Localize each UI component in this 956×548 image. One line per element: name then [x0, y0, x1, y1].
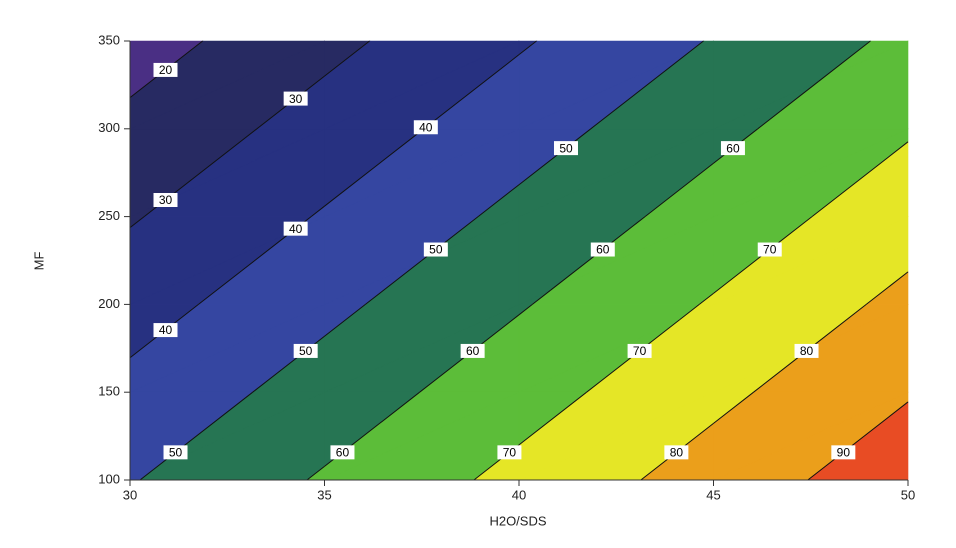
contour-line	[324, 128, 425, 207]
y-tick-label: 100	[98, 471, 120, 486]
contour-label: 60	[596, 243, 610, 257]
y-tick-label: 350	[98, 32, 120, 47]
contour-label: 70	[503, 446, 517, 460]
x-tick-label: 45	[706, 487, 720, 502]
contour-band	[518, 40, 705, 130]
label-bg	[794, 343, 819, 358]
label-bg	[413, 120, 438, 135]
contour-line	[679, 304, 700, 321]
contour-line	[699, 292, 714, 305]
label-bg	[831, 445, 856, 460]
contour-label: 40	[159, 323, 173, 337]
label-bg	[757, 242, 782, 257]
label-bg	[283, 221, 308, 236]
contour-label: 80	[670, 446, 684, 460]
contour-line	[518, 40, 537, 56]
contour-line	[713, 391, 754, 424]
contour-label: 50	[169, 446, 183, 460]
label-bg	[627, 343, 652, 358]
contour-line	[129, 216, 145, 229]
x-tick-label: 50	[901, 487, 915, 502]
contour-line	[365, 260, 423, 305]
contour-line	[811, 141, 909, 217]
x-tick-label: 30	[123, 487, 137, 502]
y-tick-label: 150	[98, 384, 120, 399]
contour-label: 20	[159, 63, 173, 77]
contour-label: 50	[429, 243, 443, 257]
contour-labels: 20 30 30 40 40 40 50 50 50 50 60 60 60 60 70 70 70 80 80 90	[153, 62, 856, 460]
label-bg	[590, 242, 615, 257]
label-bg	[293, 343, 318, 358]
contour-line	[818, 40, 871, 82]
contour-label: 50	[559, 141, 573, 155]
contour-label: 80	[800, 344, 814, 358]
contour-label: 70	[763, 243, 777, 257]
contour-line	[757, 80, 819, 130]
contour-label: 60	[466, 344, 480, 358]
contour-line	[532, 289, 552, 305]
contour-line	[324, 304, 366, 337]
contour-label: 40	[289, 222, 303, 236]
contour-line	[423, 54, 520, 130]
label-bg	[283, 91, 308, 106]
label-bg	[163, 445, 188, 460]
label-bg	[553, 141, 578, 156]
contour-line	[198, 230, 294, 305]
y-tick-label: 300	[98, 120, 120, 135]
label-bg	[153, 62, 178, 77]
contour-label: 60	[336, 446, 350, 460]
contour-line	[865, 271, 909, 305]
label-bg	[153, 323, 178, 338]
contour-fills	[129, 40, 909, 481]
label-bg	[423, 242, 448, 257]
contour-line	[163, 128, 258, 202]
label-bg	[330, 445, 355, 460]
label-bg	[497, 445, 522, 460]
label-bg	[720, 141, 745, 156]
contour-label: 70	[633, 344, 647, 358]
y-tick-label: 200	[98, 296, 120, 311]
y-axis-label: MF	[31, 252, 46, 271]
contour-line	[518, 391, 587, 446]
label-bg	[664, 445, 689, 460]
contour-line	[689, 40, 704, 53]
contour-line	[324, 40, 370, 77]
contour-label: 50	[299, 344, 313, 358]
contour-label: 30	[289, 92, 303, 106]
contour-label: 60	[726, 141, 740, 155]
contour-line	[590, 51, 690, 130]
x-axis-label: H2O/SDS	[489, 513, 546, 528]
label-bg	[153, 192, 178, 207]
contour-line	[644, 162, 714, 217]
contour-line	[518, 304, 533, 316]
contour-label: 30	[159, 193, 173, 207]
contour-label: 90	[837, 446, 851, 460]
contour-line	[518, 128, 592, 186]
contour-line	[477, 184, 520, 217]
x-tick-label: 40	[512, 487, 526, 502]
contour-line	[310, 205, 325, 217]
contour-label: 40	[419, 120, 433, 134]
contour-line	[808, 304, 867, 350]
x-tick-label: 35	[317, 487, 331, 502]
contour-line	[306, 465, 325, 481]
contour-line	[139, 468, 155, 481]
label-bg	[460, 343, 485, 358]
y-tick-label: 250	[98, 208, 120, 223]
contour-line	[807, 401, 909, 481]
